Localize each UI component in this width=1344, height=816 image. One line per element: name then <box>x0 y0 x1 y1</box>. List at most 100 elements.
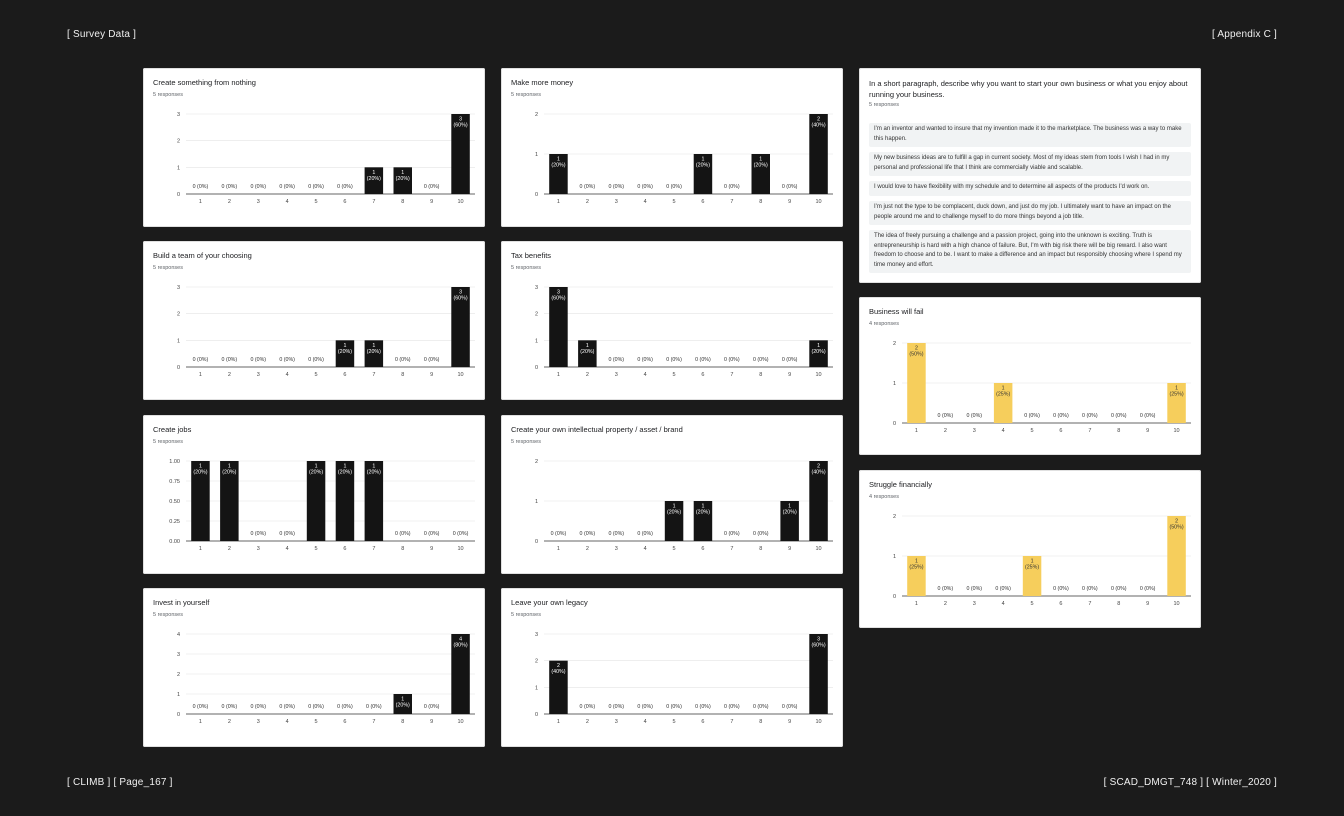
x-tick-label: 3 <box>257 372 260 378</box>
y-tick-label: 0 <box>535 539 538 545</box>
y-tick-label: 0 <box>893 594 896 600</box>
data-label: (80%) <box>453 643 467 649</box>
data-label: 0 (0%) <box>666 357 682 363</box>
data-label: 0 (0%) <box>193 357 209 363</box>
y-tick-label: 1.00 <box>169 459 180 465</box>
x-tick-label: 2 <box>228 546 231 552</box>
header-left: [ Survey Data ] <box>67 29 137 40</box>
x-tick-label: 6 <box>343 719 346 725</box>
x-tick-label: 4 <box>644 546 647 552</box>
bar <box>451 287 470 367</box>
y-tick-label: 1 <box>177 338 180 344</box>
data-label: 1 <box>915 559 918 565</box>
data-label: 0 (0%) <box>666 184 682 190</box>
x-tick-label: 6 <box>701 719 704 725</box>
bar <box>393 694 412 714</box>
x-tick-label: 6 <box>343 546 346 552</box>
chart-title: Make more money <box>511 78 574 87</box>
data-label: 0 (0%) <box>424 531 440 537</box>
x-tick-label: 10 <box>1173 601 1179 607</box>
y-tick-label: 0 <box>535 365 538 371</box>
x-tick-label: 6 <box>701 199 704 205</box>
bar <box>809 340 828 367</box>
x-tick-label: 3 <box>615 372 618 378</box>
data-label: 0 (0%) <box>337 184 353 190</box>
bar <box>335 340 355 367</box>
data-label: 1 <box>372 464 375 470</box>
bar <box>393 167 412 194</box>
data-label: 1 <box>788 504 791 510</box>
x-tick-label: 2 <box>228 719 231 725</box>
chart-response-count: 4 responses <box>869 321 899 327</box>
x-tick-label: 9 <box>430 546 433 552</box>
data-label: 0 (0%) <box>279 357 295 363</box>
data-label: 1 <box>401 170 404 176</box>
header-right: [ Appendix C ] <box>1211 29 1277 40</box>
bar <box>549 287 568 367</box>
x-tick-label: 10 <box>457 719 463 725</box>
data-label: (20%) <box>783 510 797 516</box>
data-label: 0 (0%) <box>608 704 624 710</box>
data-label: (20%) <box>667 510 681 516</box>
x-tick-label: 8 <box>401 546 404 552</box>
y-tick-label: 1 <box>177 692 180 698</box>
data-label: (60%) <box>453 296 467 302</box>
x-tick-label: 5 <box>673 546 676 552</box>
data-label: 3 <box>459 290 462 296</box>
data-label: 0 (0%) <box>551 531 567 537</box>
x-tick-label: 1 <box>915 601 918 607</box>
chart-response-count: 5 responses <box>511 612 541 618</box>
data-label: 2 <box>817 464 820 470</box>
y-tick-label: 1 <box>535 152 538 158</box>
x-tick-label: 5 <box>673 372 676 378</box>
x-tick-label: 4 <box>644 372 647 378</box>
data-label: (40%) <box>811 123 825 129</box>
data-label: 3 <box>459 117 462 123</box>
data-label: (20%) <box>367 349 381 355</box>
data-label: 0 (0%) <box>637 531 653 537</box>
x-tick-label: 5 <box>315 719 318 725</box>
bar <box>220 461 239 541</box>
data-label: 2 <box>817 117 820 123</box>
data-label: 0 (0%) <box>193 184 209 190</box>
x-tick-label: 10 <box>457 372 463 378</box>
x-tick-label: 7 <box>730 199 733 205</box>
data-label: 0 (0%) <box>637 357 653 363</box>
x-tick-label: 6 <box>343 372 346 378</box>
chart-response-count: 5 responses <box>511 92 541 98</box>
x-tick-label: 4 <box>286 546 289 552</box>
data-label: 0 (0%) <box>724 357 740 363</box>
x-tick-label: 6 <box>701 546 704 552</box>
data-label: 1 <box>673 504 676 510</box>
y-tick-label: 2 <box>535 112 538 118</box>
chart-card-struggle-financially: Struggle financially 4 responses 0 1 2 1 1 (25%… <box>859 470 1201 628</box>
x-tick-label: 3 <box>257 546 260 552</box>
data-label: (20%) <box>396 176 410 182</box>
bar <box>451 114 470 194</box>
data-label: 0 (0%) <box>308 184 324 190</box>
y-tick-label: 1 <box>893 381 896 387</box>
y-tick-label: 0 <box>893 421 896 427</box>
y-tick-label: 3 <box>177 285 180 291</box>
x-tick-label: 3 <box>615 546 618 552</box>
data-label: 0 (0%) <box>966 413 982 419</box>
data-label: (25%) <box>1025 565 1039 571</box>
data-label: 0 (0%) <box>1140 586 1156 592</box>
y-tick-label: 2 <box>535 312 538 318</box>
x-tick-label: 6 <box>343 199 346 205</box>
y-tick-label: 0.75 <box>169 479 180 485</box>
data-label: (20%) <box>193 470 207 476</box>
bar <box>693 501 713 541</box>
data-label: 0 (0%) <box>1082 586 1098 592</box>
data-label: (20%) <box>551 163 565 169</box>
data-label: (20%) <box>309 470 323 476</box>
data-label: 0 (0%) <box>366 704 382 710</box>
bar <box>1022 556 1042 596</box>
chart-title: Tax benefits <box>511 251 552 260</box>
x-tick-label: 1 <box>557 372 560 378</box>
x-tick-label: 9 <box>1146 601 1149 607</box>
data-label: (20%) <box>338 349 352 355</box>
